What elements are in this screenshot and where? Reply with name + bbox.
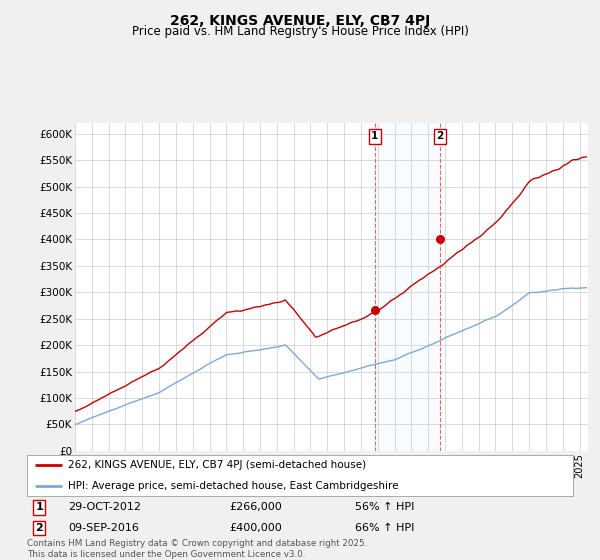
Text: 262, KINGS AVENUE, ELY, CB7 4PJ: 262, KINGS AVENUE, ELY, CB7 4PJ — [170, 14, 430, 28]
Text: Contains HM Land Registry data © Crown copyright and database right 2025.
This d: Contains HM Land Registry data © Crown c… — [27, 539, 367, 559]
Text: 56% ↑ HPI: 56% ↑ HPI — [355, 502, 414, 512]
Text: £266,000: £266,000 — [229, 502, 282, 512]
Point — [370, 306, 380, 315]
Text: £400,000: £400,000 — [229, 523, 282, 533]
Text: 262, KINGS AVENUE, ELY, CB7 4PJ (semi-detached house): 262, KINGS AVENUE, ELY, CB7 4PJ (semi-de… — [68, 460, 366, 470]
Bar — [375, 123, 440, 451]
Text: 66% ↑ HPI: 66% ↑ HPI — [355, 523, 414, 533]
Text: 1: 1 — [371, 132, 379, 141]
Text: Price paid vs. HM Land Registry's House Price Index (HPI): Price paid vs. HM Land Registry's House … — [131, 25, 469, 38]
Text: 2: 2 — [436, 132, 443, 141]
Text: 1: 1 — [35, 502, 43, 512]
Text: 09-SEP-2016: 09-SEP-2016 — [68, 523, 139, 533]
Text: HPI: Average price, semi-detached house, East Cambridgeshire: HPI: Average price, semi-detached house,… — [68, 480, 398, 491]
Text: 29-OCT-2012: 29-OCT-2012 — [68, 502, 141, 512]
Point — [435, 235, 445, 244]
Text: 2: 2 — [35, 523, 43, 533]
